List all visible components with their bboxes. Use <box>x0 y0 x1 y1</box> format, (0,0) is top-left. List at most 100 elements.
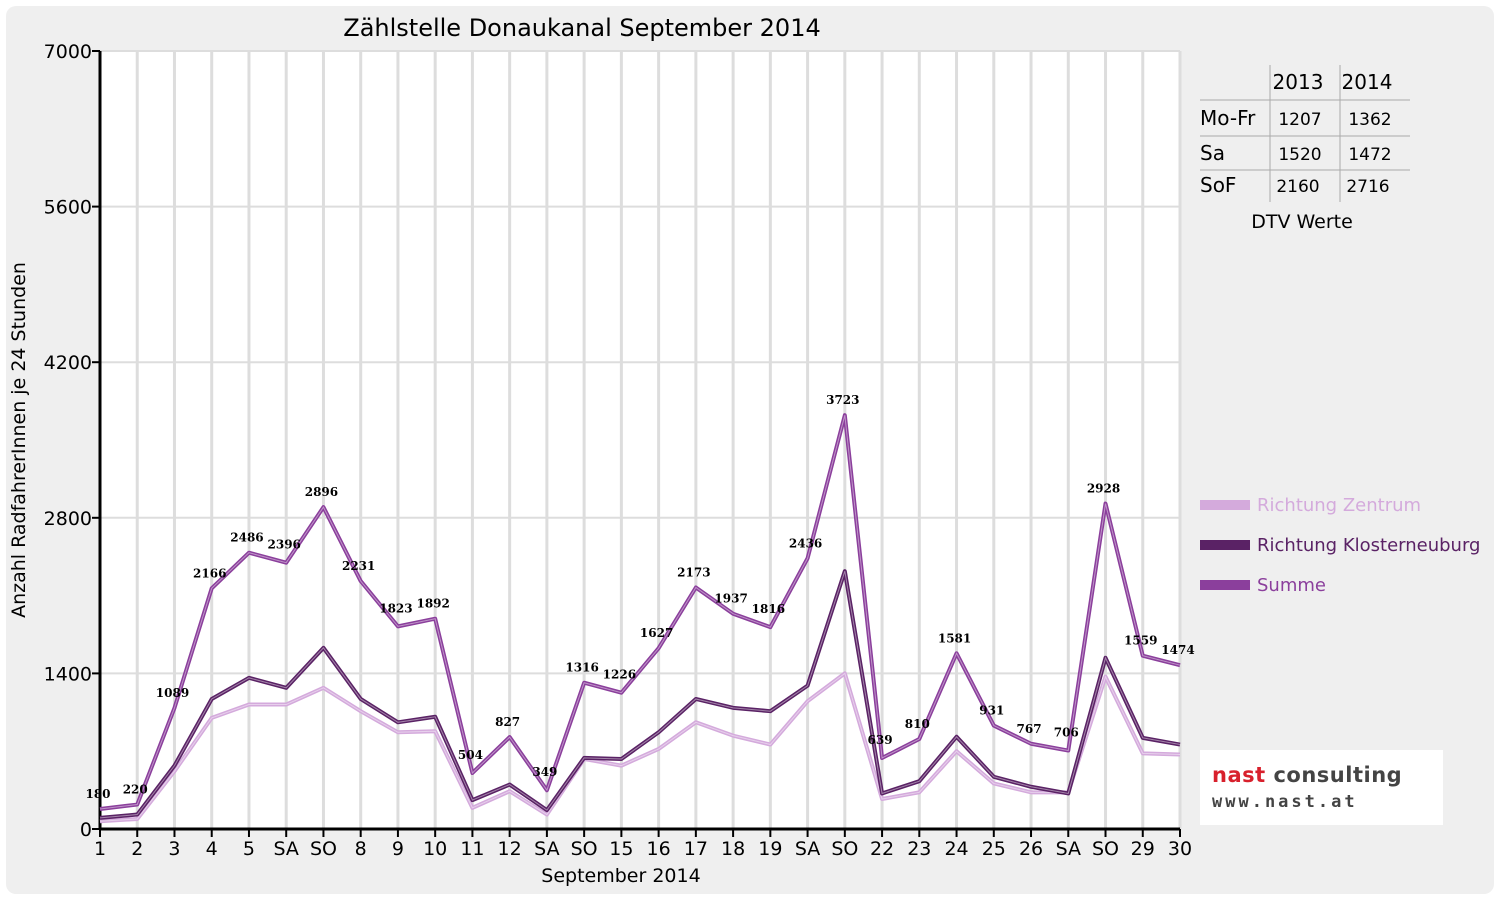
data-label: 2396 <box>268 538 301 552</box>
data-label: 3723 <box>826 393 859 407</box>
dtv-row-label: Sa <box>1200 141 1225 165</box>
data-label: 180 <box>85 787 110 801</box>
logo-url: www.nast.at <box>1212 792 1358 812</box>
x-tick-label: 23 <box>907 838 931 860</box>
data-label: 1937 <box>714 592 747 606</box>
dtv-header-2013: 2013 <box>1273 70 1324 94</box>
logo-word-nast: nast <box>1212 763 1266 787</box>
x-tick-label: SA <box>795 838 820 860</box>
dtv-row-label: Mo-Fr <box>1200 106 1256 130</box>
x-tick-label: 15 <box>609 838 633 860</box>
data-label: 1627 <box>640 626 673 640</box>
dtv-cell: 2160 <box>1276 177 1319 197</box>
y-tick-label: 4200 <box>44 352 92 374</box>
nast-consulting-logo: nast consulting www.nast.at <box>1200 750 1443 825</box>
dtv-cell: 1520 <box>1278 145 1321 165</box>
x-tick-label: 8 <box>355 838 367 860</box>
dtv-row-label: SoF <box>1200 173 1236 197</box>
data-label: 1581 <box>938 631 971 645</box>
x-tick-label: 30 <box>1168 838 1192 860</box>
x-tick-label: SA <box>273 838 298 860</box>
data-label: 349 <box>532 765 557 779</box>
x-tick-label: SA <box>534 838 559 860</box>
data-label: 639 <box>868 733 893 747</box>
data-label: 1474 <box>1161 643 1194 657</box>
data-label: 1816 <box>752 602 785 616</box>
data-label: 810 <box>905 717 930 731</box>
x-tick-label: 2 <box>131 838 143 860</box>
x-tick-label: 29 <box>1131 838 1155 860</box>
x-tick-label: 3 <box>168 838 180 860</box>
x-tick-label: SO <box>310 838 337 860</box>
data-label: 220 <box>123 783 148 797</box>
data-label: 767 <box>1017 722 1042 736</box>
x-tick-label: 19 <box>758 838 782 860</box>
x-tick-label: 10 <box>423 838 447 860</box>
series-line-0 <box>99 671 1181 824</box>
legend: Richtung Zentrum Richtung Klosterneuburg… <box>1200 495 1480 596</box>
data-label: 931 <box>979 704 1004 718</box>
legend-swatch-summe <box>1200 580 1250 590</box>
series-line-1 <box>99 569 1181 820</box>
dtv-table: 2013 2014 Mo-Fr 1207 1362 Sa 1520 1472 S… <box>1200 65 1410 233</box>
chart-title: Zählstelle Donaukanal September 2014 <box>343 14 821 42</box>
x-tick-label: 22 <box>870 838 894 860</box>
x-tick-label: 26 <box>1019 838 1043 860</box>
data-label: 2231 <box>342 559 375 573</box>
data-label: 1089 <box>156 686 189 700</box>
dtv-cell: 1207 <box>1278 110 1321 130</box>
data-label: 2928 <box>1087 482 1120 496</box>
x-tick-label: 11 <box>460 838 484 860</box>
data-label: 1226 <box>603 668 636 682</box>
y-axis-label: Anzahl RadfahrerInnen je 24 Stunden <box>8 262 30 618</box>
data-label: 2166 <box>193 566 226 580</box>
legend-swatch-klosterneuburg <box>1200 540 1250 550</box>
x-tick-label: 18 <box>721 838 745 860</box>
x-axis-label: September 2014 <box>541 865 700 887</box>
x-tick-label: 1 <box>94 838 106 860</box>
series-line-highlight-2 <box>99 415 1181 810</box>
data-label: 2896 <box>305 485 338 499</box>
x-tick-label: SO <box>1092 838 1119 860</box>
data-label: 504 <box>458 748 483 762</box>
plot-area <box>100 51 1180 829</box>
dtv-cell: 1472 <box>1348 145 1391 165</box>
data-label: 2173 <box>677 565 710 579</box>
y-tick-label: 5600 <box>44 197 92 219</box>
grid <box>98 50 1182 830</box>
data-label: 706 <box>1054 726 1079 740</box>
data-label: 1892 <box>416 597 449 611</box>
legend-label-klosterneuburg: Richtung Klosterneuburg <box>1257 535 1480 556</box>
dtv-caption: DTV Werte <box>1251 211 1353 233</box>
x-tick-label: 4 <box>206 838 218 860</box>
x-tick-label: 24 <box>944 838 968 860</box>
x-tick-label: 16 <box>647 838 671 860</box>
series-lines <box>99 413 1181 824</box>
x-tick-label: SO <box>571 838 598 860</box>
x-tick-label: 9 <box>392 838 404 860</box>
legend-label-zentrum: Richtung Zentrum <box>1257 495 1421 516</box>
series-line-2 <box>99 413 1181 811</box>
x-tick-label: 25 <box>982 838 1006 860</box>
data-labels: 180 220 1089 2166 2486 2396 2896 2231 1823 1892 50… <box>85 393 1194 801</box>
dtv-header-2014: 2014 <box>1342 70 1393 94</box>
y-tick-label: 2800 <box>44 508 92 530</box>
data-label: 1559 <box>1124 634 1157 648</box>
x-tick-label: SO <box>831 838 858 860</box>
dtv-cell: 1362 <box>1348 110 1391 130</box>
data-label: 827 <box>495 715 520 729</box>
data-label: 2486 <box>230 531 263 545</box>
x-tick-label: 17 <box>684 838 708 860</box>
x-tick-label: 5 <box>243 838 255 860</box>
x-tick-label: SA <box>1056 838 1081 860</box>
data-label: 1316 <box>565 661 598 675</box>
data-label: 1823 <box>379 601 412 615</box>
series-line-highlight-1 <box>99 570 1181 819</box>
legend-swatch-zentrum <box>1200 500 1250 510</box>
series-line-highlight-0 <box>99 672 1181 822</box>
data-label: 2436 <box>789 536 822 550</box>
logo-word-consulting: consulting <box>1273 763 1403 787</box>
y-tick-label: 7000 <box>44 41 92 63</box>
